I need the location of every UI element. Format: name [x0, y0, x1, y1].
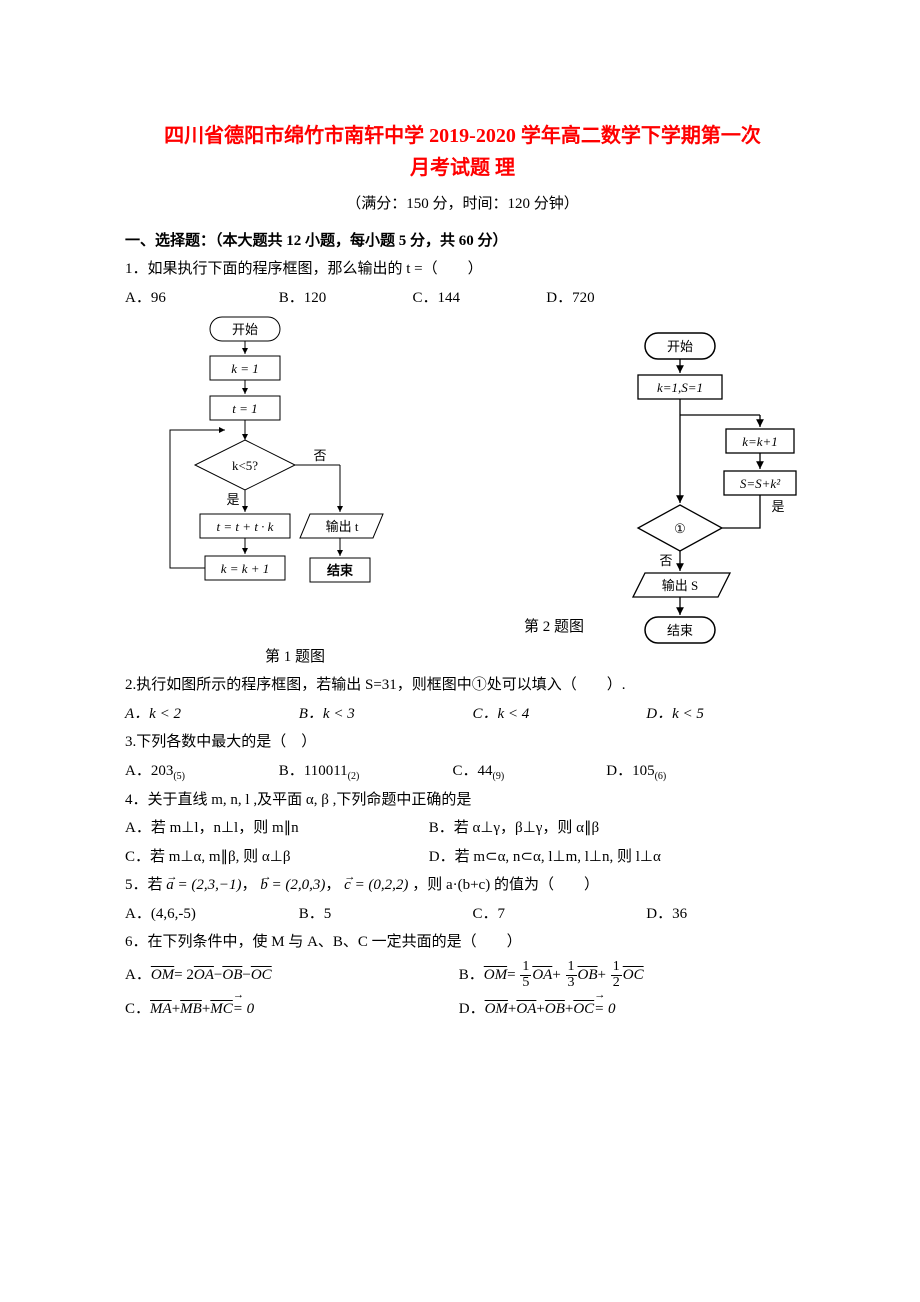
svg-text:①: ①: [674, 521, 686, 536]
q5-opt-d: D．36: [646, 900, 687, 929]
q5-opt-c: C．7: [473, 900, 643, 929]
question-1-options: A．96 B．120 C．144 D．720: [125, 284, 800, 313]
question-3-options: A．203(5) B．110011(2) C．44(9) D．105(6): [125, 757, 800, 786]
title-line-2: 月考试题 理: [410, 157, 515, 179]
q5-opt-b: B．5: [299, 900, 469, 929]
q3-opt-a: A．203(5): [125, 757, 275, 786]
figure-1-label: 第 1 题图: [185, 643, 405, 672]
figures-row: 开始 k = 1 t = 1 k<5? 是: [125, 312, 800, 671]
svg-text:k=1,S=1: k=1,S=1: [657, 380, 703, 395]
question-1-stem: 1．如果执行下面的程序框图，那么输出的 t =（ ）: [125, 255, 800, 284]
page-title: 四川省德阳市绵竹市南轩中学 2019-2020 学年高二数学下学期第一次 月考试…: [125, 120, 800, 184]
flowchart-1: 开始 k = 1 t = 1 k<5? 是: [125, 312, 405, 632]
svg-text:否: 否: [659, 553, 672, 568]
q6-opt-c: C．MA + MB + MC = 0: [125, 993, 455, 1026]
svg-text:否: 否: [313, 448, 326, 463]
figure-2: 开始 k=1,S=1 k=k+1 S=S+k² 是: [600, 331, 800, 672]
svg-text:t = t + t · k: t = t + t · k: [217, 519, 274, 534]
q5-opt-a: A．(4,6,-5): [125, 900, 295, 929]
q2-opt-c: C．k < 4: [473, 700, 643, 729]
question-2-stem: 2.执行如图所示的程序框图，若输出 S=31，则框图中①处可以填入（ ）.: [125, 671, 800, 700]
svg-text:是: 是: [226, 492, 239, 507]
section-1-text: 一、选择题：（本大题共 12 小题，每小题 5 分，共 60 分）: [125, 233, 508, 249]
svg-text:k<5?: k<5?: [232, 458, 258, 473]
section-1-heading: 一、选择题：（本大题共 12 小题，每小题 5 分，共 60 分）: [125, 227, 800, 256]
q1-opt-c: C．144: [413, 284, 543, 313]
svg-text:开始: 开始: [667, 339, 693, 354]
q6-opt-a: A．OM = 2OA − OB − OC: [125, 957, 455, 993]
q4-opt-b: B．若 α⊥γ，β⊥γ，则 α∥β: [429, 814, 599, 843]
vector-a: a = (2,3,−1): [166, 877, 241, 893]
q6-opt-d: D．OM + OA + OB + OC = 0: [459, 993, 616, 1026]
svg-text:输出 t: 输出 t: [326, 519, 359, 534]
svg-text:t = 1: t = 1: [232, 401, 257, 416]
question-6-options-row1: A．OM = 2OA − OB − OC B．OM = 15OA + 13OB …: [125, 957, 800, 993]
question-5-stem: 5．若 a = (2,3,−1)， b = (2,0,3)， c = (0,2,…: [125, 871, 800, 900]
q1-opt-d: D．720: [546, 284, 594, 313]
question-5-options: A．(4,6,-5) B．5 C．7 D．36: [125, 900, 800, 929]
figure-2-label: 第 2 题图: [524, 613, 584, 642]
q4-opt-a: A．若 m⊥l，n⊥l，则 m∥n: [125, 814, 425, 843]
question-6-options-row2: C．MA + MB + MC = 0 D．OM + OA + OB + OC =…: [125, 993, 800, 1026]
question-2-options: A．k < 2 B．k < 3 C．k < 4 D．k < 5: [125, 700, 800, 729]
q1-opt-b: B．120: [279, 284, 409, 313]
svg-text:结束: 结束: [327, 563, 354, 578]
svg-text:k=k+1: k=k+1: [742, 434, 778, 449]
exam-meta: （满分：150 分，时间：120 分钟）: [125, 190, 800, 219]
svg-text:开始: 开始: [232, 322, 258, 337]
svg-text:输出 S: 输出 S: [662, 578, 698, 593]
q2-opt-b: B．k < 3: [299, 700, 469, 729]
q6-opt-b: B．OM = 15OA + 13OB + 12OC: [459, 957, 644, 993]
figure-1: 开始 k = 1 t = 1 k<5? 是: [125, 312, 405, 671]
svg-text:k = k + 1: k = k + 1: [221, 561, 270, 576]
vector-c: c = (0,2,2): [344, 877, 408, 893]
q3-opt-c: C．44(9): [453, 757, 603, 786]
vector-b: b = (2,0,3): [260, 877, 325, 893]
q4-opt-d: D．若 m⊂α, n⊂α, l⊥m, l⊥n, 则 l⊥α: [429, 843, 661, 872]
q2-opt-d: D．k < 5: [646, 700, 704, 729]
question-6-stem: 6．在下列条件中，使 M 与 A、B、C 一定共面的是（ ）: [125, 928, 800, 957]
q3-opt-b: B．110011(2): [279, 757, 449, 786]
q3-opt-d: D．105(6): [606, 757, 666, 786]
svg-text:S=S+k²: S=S+k²: [740, 476, 781, 491]
svg-text:k = 1: k = 1: [231, 361, 259, 376]
svg-text:是: 是: [771, 499, 784, 514]
question-4-options-row2: C．若 m⊥α, m∥β, 则 α⊥β D．若 m⊂α, n⊂α, l⊥m, l…: [125, 843, 800, 872]
svg-text:结束: 结束: [667, 623, 693, 638]
q2-opt-a: A．k < 2: [125, 700, 295, 729]
question-4-stem: 4．关于直线 m, n, l ,及平面 α, β ,下列命题中正确的是: [125, 786, 800, 815]
question-4-options-row1: A．若 m⊥l，n⊥l，则 m∥n B．若 α⊥γ，β⊥γ，则 α∥β: [125, 814, 800, 843]
q1-opt-a: A．96: [125, 284, 275, 313]
title-line-1: 四川省德阳市绵竹市南轩中学 2019-2020 学年高二数学下学期第一次: [164, 125, 761, 147]
flowchart-2: 开始 k=1,S=1 k=k+1 S=S+k² 是: [600, 331, 800, 661]
question-3-stem: 3.下列各数中最大的是（ ）: [125, 728, 800, 757]
